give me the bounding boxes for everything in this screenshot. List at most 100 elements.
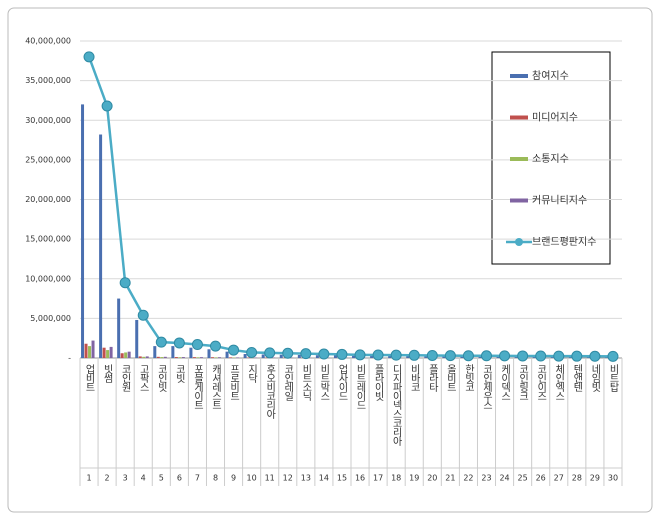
line-point: [83, 51, 95, 63]
bar: [106, 350, 110, 358]
line-point: [155, 336, 167, 348]
line-point: [372, 349, 384, 361]
line-point: [354, 349, 366, 361]
line-point: [481, 350, 492, 362]
line-point: [390, 349, 402, 361]
bar: [214, 357, 218, 358]
legend-label: 미디어지수: [532, 112, 578, 124]
bar: [370, 355, 374, 358]
category-label: 비트소닉: [300, 364, 312, 402]
bar: [91, 340, 95, 358]
bar: [297, 354, 301, 358]
bar: [406, 356, 410, 358]
line-point: [173, 337, 185, 349]
line-point: [571, 350, 583, 362]
rank-label: 29: [590, 474, 600, 483]
bar: [138, 356, 142, 358]
category-label: 네임빗: [589, 364, 601, 393]
rank-label: 18: [391, 474, 401, 483]
bar: [261, 354, 265, 358]
category-label: 프로비트: [228, 364, 240, 400]
category-label: 디지파이넥스코리아: [390, 364, 402, 447]
rank-label: 26: [536, 474, 546, 483]
category-label: 업비트: [83, 363, 95, 391]
rank-label: 24: [499, 474, 509, 483]
rank-label: 7: [195, 474, 200, 483]
y-tick-label: 20,000,000: [25, 195, 71, 204]
y-tick-label: 10,000,000: [25, 274, 71, 283]
bar: [124, 352, 128, 358]
category-label: 한빗코: [462, 364, 474, 391]
rank-label: 15: [337, 474, 347, 483]
bar: [199, 357, 203, 358]
category-label: 체인엑스: [553, 364, 565, 400]
line-point: [535, 350, 547, 362]
line-point: [517, 350, 529, 362]
category-label: 코인제우스: [481, 364, 493, 409]
line-point: [282, 347, 294, 359]
bar: [156, 356, 160, 358]
rank-label: 13: [301, 474, 311, 483]
line-point: [101, 100, 113, 112]
category-label: 코인빗: [155, 364, 167, 393]
rank-label: 16: [355, 474, 365, 483]
line-point: [589, 350, 601, 362]
bar: [142, 356, 146, 358]
category-label: 플라이빗: [372, 364, 384, 402]
rank-label: 30: [608, 474, 618, 483]
category-label: 코인레일: [282, 364, 294, 401]
legend-label: 소통지수: [532, 153, 569, 165]
chart-frame: [7, 7, 653, 513]
line-point: [318, 348, 330, 360]
rank-label: 20: [427, 474, 437, 483]
category-label: 비바코: [408, 364, 420, 391]
bar: [424, 356, 428, 358]
bar: [236, 357, 240, 358]
legend-swatch: [515, 238, 523, 246]
line-point: [607, 350, 619, 362]
legend-swatch: [510, 157, 528, 161]
category-label: 케이덱스: [499, 364, 511, 400]
bar: [102, 347, 106, 358]
category-label: 비트레이드: [354, 364, 366, 409]
y-tick-label: 40,000,000: [25, 37, 71, 46]
bar: [207, 349, 211, 358]
category-label: 비트탑: [607, 364, 619, 392]
bar: [496, 356, 500, 358]
rank-label: 9: [231, 474, 236, 483]
bar: [174, 357, 178, 358]
y-tick-label: 30,000,000: [25, 116, 71, 125]
bar: [315, 355, 319, 358]
bar: [145, 356, 149, 358]
bar: [99, 134, 103, 358]
category-label: 올비트: [444, 364, 456, 391]
rank-label: 5: [159, 474, 164, 483]
bar: [225, 351, 229, 358]
rank-label: 25: [518, 474, 528, 483]
bar: [352, 355, 356, 358]
bar: [196, 357, 200, 358]
line-point: [499, 350, 511, 362]
bar: [88, 346, 92, 358]
category-label: 후오비코리아: [264, 364, 276, 420]
legend-label: 브랜드평판지수: [532, 236, 596, 248]
y-tick-label: -: [68, 354, 71, 363]
rank-label: 11: [265, 474, 275, 483]
rank-label: 12: [283, 474, 293, 483]
y-tick-label: 35,000,000: [25, 76, 71, 85]
bar: [135, 319, 139, 358]
category-label: 비트박스: [318, 364, 330, 400]
bar: [460, 356, 464, 358]
rank-label: 1: [86, 474, 91, 483]
rank-label: 6: [177, 474, 182, 483]
bar: [192, 357, 196, 358]
bar: [171, 346, 175, 358]
category-label: 코인이즈: [535, 364, 547, 400]
line-point: [228, 344, 240, 356]
category-label: 캐셔레스트: [210, 364, 222, 409]
rank-label: 3: [123, 474, 128, 483]
y-tick-label: 15,000,000: [25, 235, 71, 244]
line-point: [336, 348, 348, 360]
legend-swatch: [510, 198, 528, 203]
